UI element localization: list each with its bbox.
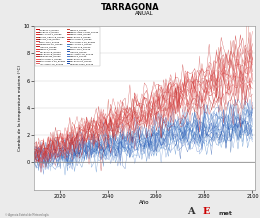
Text: TARRAGONA: TARRAGONA — [101, 3, 159, 12]
X-axis label: Año: Año — [139, 200, 149, 205]
Text: © Agencia Estatal de Meteorología: © Agencia Estatal de Meteorología — [5, 213, 49, 217]
Y-axis label: Cambio de la temperatura máxima (°C): Cambio de la temperatura máxima (°C) — [18, 65, 22, 151]
Text: E: E — [203, 207, 210, 216]
Legend: ACCESS1.0_RCP85, ACCESS1.3_RCP85, BCC-CSM1.1_RCP85, CCSM4_CESMLE_RCP85, CCSM4_CL: ACCESS1.0_RCP85, ACCESS1.3_RCP85, BCC-CS… — [35, 27, 100, 66]
Text: A: A — [187, 207, 195, 216]
Title: ANUAL: ANUAL — [135, 11, 154, 16]
Text: met: met — [218, 211, 232, 216]
